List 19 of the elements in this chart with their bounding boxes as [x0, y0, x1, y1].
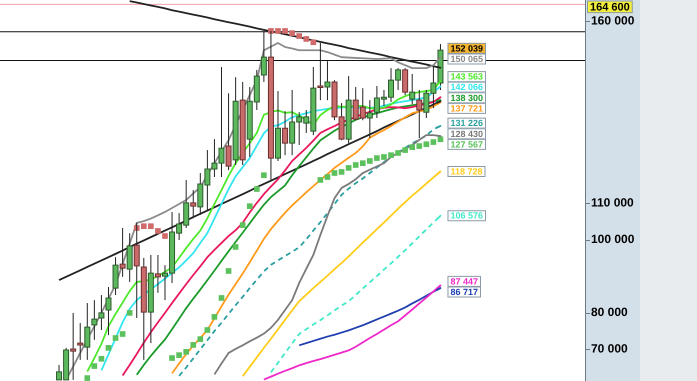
data-label: 128 430: [450, 128, 484, 139]
data-label: 142 066: [450, 82, 484, 92]
ref-line-label: 164 600: [590, 1, 630, 14]
data-label: 131 226: [450, 118, 484, 128]
data-label: 143 563: [450, 72, 484, 82]
y-tick-label: 80 000: [591, 304, 628, 319]
data-label: 150 065: [450, 54, 484, 64]
data-label: 118 728: [450, 166, 483, 176]
y-tick-label: 70 000: [591, 341, 628, 356]
data-label: 106 576: [450, 210, 484, 221]
data-label: 86 717: [450, 287, 478, 298]
y-tick-label: 110 000: [591, 196, 634, 210]
data-label: 87 447: [450, 276, 478, 286]
y-tick-label: 100 000: [591, 232, 635, 246]
data-label: 127 567: [450, 139, 484, 150]
data-label: 138 300: [450, 92, 484, 103]
text: 152 039: [450, 43, 484, 54]
data-label: 137 721: [450, 103, 484, 114]
y-tick-label: 160 000: [591, 13, 635, 28]
